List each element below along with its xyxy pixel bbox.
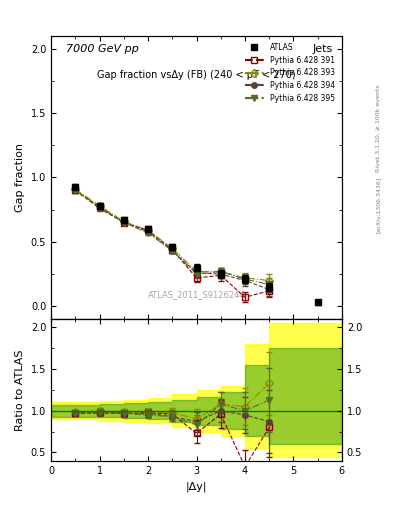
Text: Rivet 3.1.10, ≥ 100k events: Rivet 3.1.10, ≥ 100k events bbox=[376, 84, 381, 172]
Text: Jets: Jets bbox=[313, 45, 333, 54]
Text: [arXiv:1306.3436]: [arXiv:1306.3436] bbox=[376, 177, 381, 233]
Text: 7000 GeV pp: 7000 GeV pp bbox=[66, 45, 138, 54]
X-axis label: |Δy|: |Δy| bbox=[186, 481, 207, 492]
Y-axis label: Gap fraction: Gap fraction bbox=[15, 143, 25, 212]
Text: ATLAS_2011_S9126244: ATLAS_2011_S9126244 bbox=[148, 290, 245, 300]
Legend: ATLAS, Pythia 6.428 391, Pythia 6.428 393, Pythia 6.428 394, Pythia 6.428 395: ATLAS, Pythia 6.428 391, Pythia 6.428 39… bbox=[242, 39, 338, 106]
Text: Gap fraction vsΔy (FB) (240 < pT < 270): Gap fraction vsΔy (FB) (240 < pT < 270) bbox=[97, 70, 296, 80]
Y-axis label: Ratio to ATLAS: Ratio to ATLAS bbox=[15, 349, 25, 431]
